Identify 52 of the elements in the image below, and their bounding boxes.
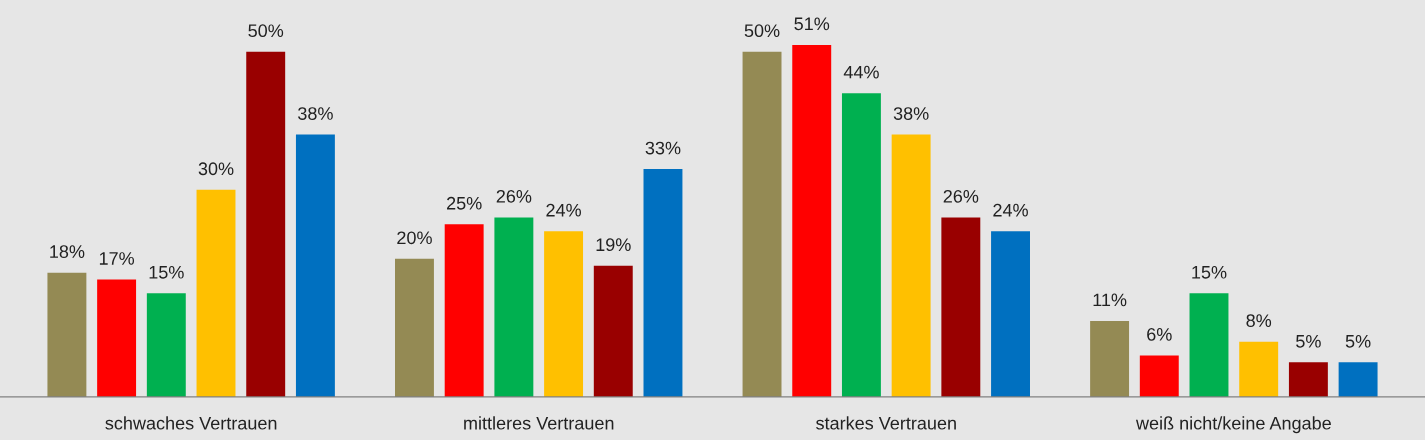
data-label: 15% <box>1192 265 1227 279</box>
data-label: 6% <box>1147 328 1172 341</box>
data-label: 25% <box>447 196 482 210</box>
bar <box>196 189 236 397</box>
data-label: 24% <box>546 203 581 217</box>
x-tick-label: mittleres Vertrauen <box>464 416 614 430</box>
data-label: 24% <box>993 203 1028 217</box>
bar <box>146 293 186 397</box>
bar <box>991 231 1030 397</box>
bar <box>97 279 137 397</box>
bar <box>1239 341 1279 397</box>
data-label: 20% <box>397 231 432 245</box>
data-label: 8% <box>1246 314 1272 327</box>
bar <box>742 51 782 397</box>
data-label: 50% <box>248 24 284 38</box>
bar <box>246 51 286 397</box>
data-label: 50% <box>744 24 780 38</box>
bar <box>1338 362 1378 397</box>
data-label: 33% <box>645 141 681 155</box>
data-label: 17% <box>99 252 135 265</box>
data-label: 38% <box>298 107 333 120</box>
bar <box>494 217 534 397</box>
x-tick-label: schwaches Vertrauen <box>105 416 277 430</box>
data-label: 18% <box>50 245 85 258</box>
data-label: 44% <box>843 65 879 79</box>
bar <box>395 258 434 397</box>
data-label: 26% <box>943 189 979 203</box>
bar <box>891 134 931 397</box>
x-tick-label: weiß nicht/keine Angabe <box>1135 416 1331 434</box>
bar <box>643 169 683 397</box>
data-label: 26% <box>496 189 532 203</box>
bar <box>593 265 633 397</box>
bar <box>792 44 832 397</box>
bar <box>1288 362 1328 397</box>
data-label: 51% <box>794 17 830 31</box>
data-label: 19% <box>596 238 631 252</box>
data-label: 5% <box>1296 334 1321 348</box>
data-label: 38% <box>893 107 929 120</box>
data-label: 30% <box>198 162 234 176</box>
bar <box>295 134 335 397</box>
bar <box>841 93 881 397</box>
data-label: 5% <box>1345 334 1371 348</box>
data-label: 11% <box>1093 293 1127 307</box>
bar <box>1090 320 1130 397</box>
bar <box>941 217 981 397</box>
data-label: 15% <box>149 265 184 279</box>
bar <box>444 224 484 397</box>
bar <box>1139 355 1179 397</box>
bar <box>544 231 584 397</box>
bar <box>47 272 87 397</box>
x-tick-label: starkes Vertrauen <box>816 416 956 430</box>
bar <box>1189 293 1229 397</box>
